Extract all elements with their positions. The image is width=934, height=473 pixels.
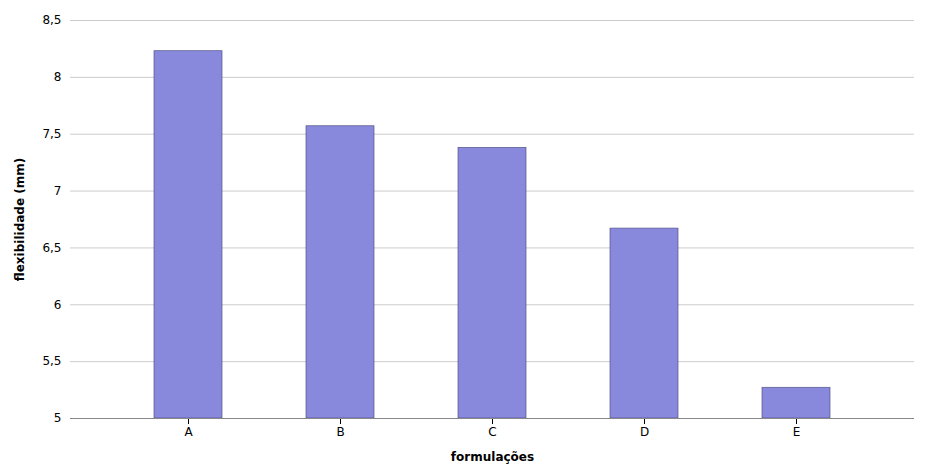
svg-text:B: B [336, 425, 344, 439]
svg-text:E: E [793, 425, 801, 439]
svg-text:formulações: formulações [451, 450, 534, 464]
svg-text:flexibilidade (mm): flexibilidade (mm) [13, 158, 27, 281]
svg-text:7,5: 7,5 [42, 127, 61, 141]
svg-text:6: 6 [54, 298, 62, 312]
svg-text:8,5: 8,5 [42, 13, 61, 27]
svg-text:C: C [488, 425, 496, 439]
svg-text:8: 8 [54, 70, 62, 84]
svg-text:7: 7 [54, 184, 62, 198]
svg-text:6,5: 6,5 [42, 241, 61, 255]
svg-text:5: 5 [54, 411, 62, 425]
svg-text:5,5: 5,5 [42, 354, 61, 368]
svg-text:A: A [184, 425, 193, 439]
svg-text:D: D [640, 425, 649, 439]
